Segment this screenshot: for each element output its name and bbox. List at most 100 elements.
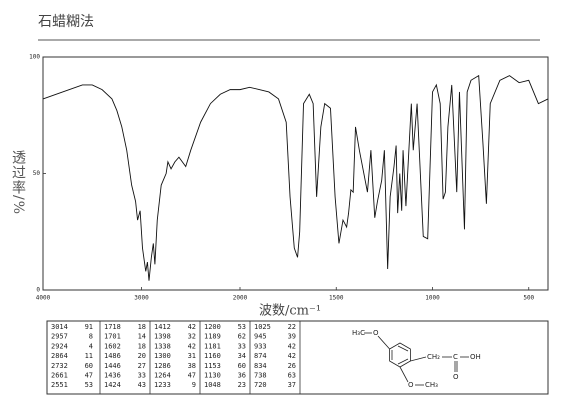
y-tick-label: 100 [29, 54, 40, 61]
peak-transmittance: 47 [85, 372, 93, 380]
peak-wavenumber: 738 [254, 372, 267, 380]
peak-wavenumber: 1153 [204, 362, 221, 370]
peak-wavenumber: 874 [254, 352, 267, 360]
peak-transmittance: 91 [85, 323, 93, 331]
y-tick-label: 50 [33, 170, 41, 177]
x-tick-label: 4000 [36, 295, 51, 302]
peak-transmittance: 42 [188, 323, 196, 331]
x-tick-label: 1500 [329, 295, 344, 302]
peak-wavenumber: 933 [254, 342, 267, 350]
peak-transmittance: 4 [89, 342, 93, 350]
peak-wavenumber: 2957 [51, 333, 68, 341]
structure [364, 332, 469, 386]
peak-wavenumber: 2924 [51, 342, 68, 350]
bond [377, 335, 390, 350]
peak-wavenumber: 1130 [204, 372, 221, 380]
peak-table-frame [46, 320, 549, 395]
peak-transmittance: 33 [138, 372, 146, 380]
peak-transmittance: 53 [238, 323, 246, 331]
y-tick-label: 0 [36, 287, 40, 294]
peak-transmittance: 11 [85, 352, 93, 360]
peak-transmittance: 31 [188, 352, 196, 360]
peak-wavenumber: 1264 [154, 372, 171, 380]
peak-wavenumber: 2732 [51, 362, 68, 370]
peak-transmittance: 23 [238, 381, 246, 389]
peak-wavenumber: 1701 [104, 333, 121, 341]
spectrum-line [42, 74, 549, 281]
peak-wavenumber: 720 [254, 381, 267, 389]
peak-wavenumber: 1025 [254, 323, 271, 331]
peak-wavenumber: 1189 [204, 333, 221, 341]
peak-wavenumber: 834 [254, 362, 267, 370]
peak-wavenumber: 1338 [154, 342, 171, 350]
structure-label: O [453, 373, 459, 381]
structure-label: CH₃ [425, 381, 438, 389]
peak-transmittance: 22 [288, 323, 296, 331]
peak-wavenumber: 1446 [104, 362, 121, 370]
peak-wavenumber: 2661 [51, 372, 68, 380]
peak-transmittance: 42 [288, 342, 296, 350]
peak-wavenumber: 1424 [104, 381, 121, 389]
peak-transmittance: 38 [188, 362, 196, 370]
x-tick-label: 500 [523, 295, 534, 302]
peak-wavenumber: 3014 [51, 323, 68, 331]
peak-transmittance: 47 [188, 372, 196, 380]
peak-wavenumber: 1602 [104, 342, 121, 350]
x-tick-label: 1000 [425, 295, 440, 302]
peak-transmittance: 39 [288, 333, 296, 341]
peak-wavenumber: 1486 [104, 352, 121, 360]
peak-wavenumber: 1048 [204, 381, 221, 389]
peak-wavenumber: 1233 [154, 381, 171, 389]
peak-transmittance: 37 [288, 381, 296, 389]
peak-wavenumber: 1286 [154, 362, 171, 370]
structure-label: H₃C [352, 329, 365, 337]
peak-transmittance: 42 [288, 352, 296, 360]
peak-transmittance: 14 [138, 333, 146, 341]
peak-wavenumber: 1718 [104, 323, 121, 331]
peak-wavenumber: 1398 [154, 333, 171, 341]
peak-transmittance: 33 [238, 342, 246, 350]
peak-transmittance: 43 [138, 381, 146, 389]
structure-label: O [373, 329, 379, 337]
peak-transmittance: 60 [85, 362, 93, 370]
peak-transmittance: 20 [138, 352, 146, 360]
peak-wavenumber: 1160 [204, 352, 221, 360]
structure-label: C [453, 353, 458, 361]
peak-transmittance: 27 [138, 362, 146, 370]
bond [410, 356, 427, 362]
x-tick-label: 2000 [233, 295, 248, 302]
peak-transmittance: 32 [188, 333, 196, 341]
bond [397, 345, 409, 352]
peak-transmittance: 26 [288, 362, 296, 370]
chart-title: 石蜡糊法 [38, 14, 94, 30]
peak-wavenumber: 945 [254, 333, 267, 341]
peak-transmittance: 42 [188, 342, 196, 350]
peak-wavenumber: 1181 [204, 342, 221, 350]
x-tick-label: 3000 [134, 295, 149, 302]
peak-transmittance: 63 [288, 372, 296, 380]
bond [397, 358, 409, 365]
peak-wavenumber: 1300 [154, 352, 171, 360]
peak-transmittance: 34 [238, 352, 246, 360]
peak-wavenumber: 2551 [51, 381, 68, 389]
peak-transmittance: 18 [138, 342, 146, 350]
peak-transmittance: 9 [192, 381, 196, 389]
plot-frame [42, 56, 549, 291]
peak-transmittance: 8 [89, 333, 93, 341]
peak-wavenumber: 1200 [204, 323, 221, 331]
bond [399, 366, 409, 383]
structure-label: O [408, 381, 414, 389]
structure-label: OH [470, 353, 481, 361]
x-axis-label: 波数/cm⁻¹ [259, 304, 321, 319]
peak-wavenumber: 2864 [51, 352, 68, 360]
peak-transmittance: 18 [138, 323, 146, 331]
peak-transmittance: 62 [238, 333, 246, 341]
peak-transmittance: 36 [238, 372, 246, 380]
peak-wavenumber: 1412 [154, 323, 171, 331]
peak-transmittance: 53 [85, 381, 93, 389]
structure-label: CH₂ [427, 353, 440, 361]
peak-transmittance: 60 [238, 362, 246, 370]
peak-wavenumber: 1436 [104, 372, 121, 380]
